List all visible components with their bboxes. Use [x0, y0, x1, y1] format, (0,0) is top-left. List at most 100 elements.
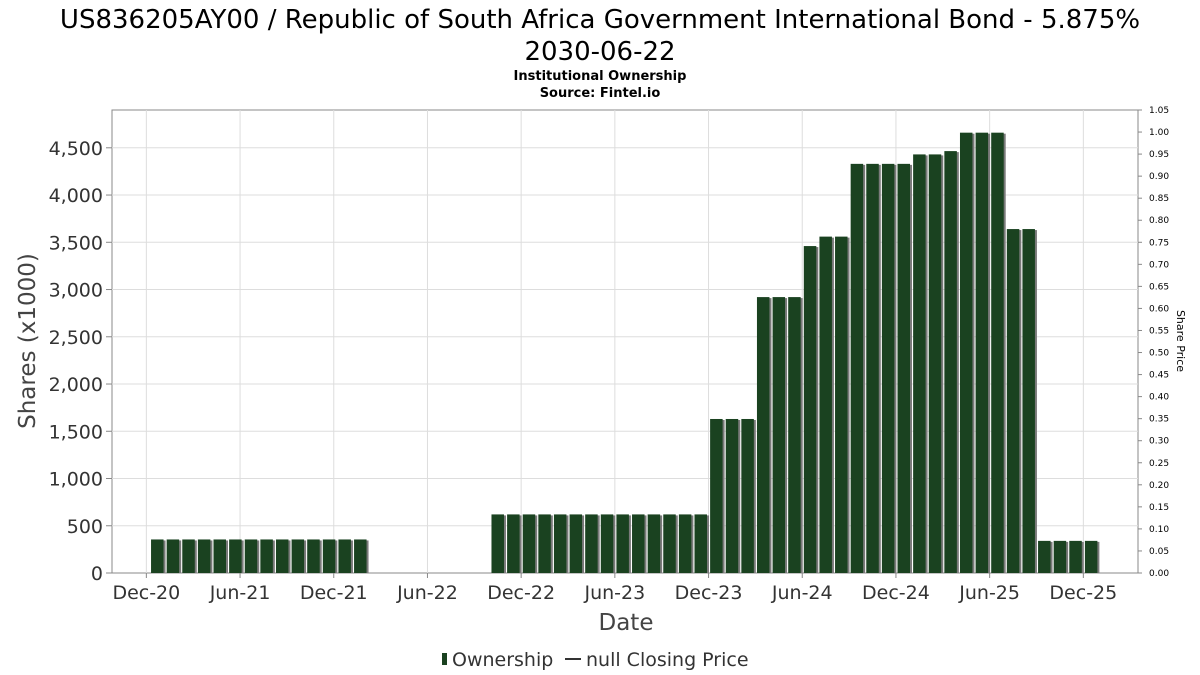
ownership-bar [553, 514, 567, 573]
ownership-bar [538, 514, 551, 573]
ownership-bar [260, 539, 273, 573]
y-tick-label: 4,000 [49, 185, 103, 207]
ownership-bar [803, 246, 817, 573]
legend-ownership-swatch [442, 653, 447, 665]
ownership-bar [1084, 540, 1098, 573]
ownership-bar [1038, 540, 1051, 573]
ownership-bar [244, 539, 258, 573]
ownership-bar [788, 297, 801, 573]
legend-price-label: null Closing Price [586, 649, 749, 671]
chart-title-line2: 2030-06-22 [524, 37, 675, 67]
ownership-bar [291, 539, 305, 573]
ownership-bar [710, 418, 723, 573]
y-tick-label: 2,500 [49, 327, 103, 349]
x-tick-label: Jun-21 [209, 582, 271, 604]
y-axis-label: Shares (x1000) [15, 253, 41, 429]
x-tick-label: Jun-24 [771, 582, 833, 604]
x-axis-label: Date [599, 610, 654, 636]
ownership-bar [897, 163, 910, 573]
ownership-bar [585, 514, 598, 573]
ownership-bar [616, 514, 629, 573]
y2-tick-label: 1.05 [1149, 106, 1169, 116]
y2-tick-label: 0.90 [1149, 172, 1169, 182]
y2-tick-label: 0.70 [1149, 260, 1169, 270]
y2-tick-label: 0.15 [1149, 503, 1169, 513]
ownership-bar [678, 514, 692, 573]
y-tick-label: 3,000 [49, 280, 103, 302]
y2-tick-label: 0.05 [1149, 547, 1169, 557]
legend: Ownership null Closing Price [442, 649, 749, 671]
ownership-bar [725, 418, 739, 573]
ownership-bar [197, 539, 211, 573]
ownership-bar [975, 132, 989, 573]
ownership-bar [229, 539, 242, 573]
y-tick-label: 1,500 [49, 421, 103, 443]
y2-tick-label: 0.00 [1149, 569, 1169, 579]
ownership-bar [741, 418, 754, 573]
x-tick-label: Dec-24 [862, 582, 930, 604]
ownership-bar [522, 514, 536, 573]
ownership-bar [647, 514, 661, 573]
ownership-bar [275, 539, 289, 573]
y2-tick-label: 0.30 [1149, 437, 1169, 447]
y-tick-label: 1,000 [49, 469, 103, 491]
y2-tick-label: 0.75 [1149, 238, 1169, 248]
y2-tick-label: 0.35 [1149, 415, 1169, 425]
y2-tick-label: 0.50 [1149, 349, 1169, 359]
y2-tick-label: 0.80 [1149, 216, 1169, 226]
x-axis-ticks: Dec-20 Jun-21 Dec-21 Jun-22 Dec-22 Jun-23 Dec-… [112, 573, 1117, 604]
x-tick-label: Dec-23 [675, 582, 743, 604]
ownership-bar [1022, 229, 1035, 574]
ownership-bar [600, 514, 614, 573]
ownership-bar [632, 514, 645, 573]
x-tick-label: Dec-25 [1049, 582, 1117, 604]
ownership-bar [866, 163, 879, 573]
ownership-bar [322, 539, 336, 573]
ownership-bar [991, 132, 1004, 573]
ownership-bar [166, 539, 180, 573]
ownership-bar [307, 539, 320, 573]
ownership-bar [756, 297, 770, 573]
y-tick-label: 500 [67, 516, 103, 538]
x-tick-label: Dec-20 [112, 582, 180, 604]
y2-tick-label: 0.95 [1149, 150, 1169, 160]
ownership-bar [881, 163, 895, 573]
x-tick-label: Jun-22 [396, 582, 458, 604]
legend-ownership-label: Ownership [452, 649, 553, 671]
x-tick-label: Dec-21 [300, 582, 368, 604]
ownership-bar [694, 514, 707, 573]
y-axis-ticks: 0 500 1,000 1,500 2,000 2,500 3,000 3,500 4,000 4… [49, 138, 112, 585]
y-tick-label: 3,500 [49, 232, 103, 254]
ownership-bar [850, 163, 864, 573]
ownership-bar [663, 514, 676, 573]
x-tick-label: Jun-25 [958, 582, 1020, 604]
chart-subtitle-source: Source: Fintel.io [540, 86, 661, 101]
chart-subtitle-ownership: Institutional Ownership [514, 69, 687, 84]
y2-tick-label: 0.25 [1149, 459, 1169, 469]
y2-axis-ticks: 0.00 0.05 0.10 0.15 0.20 0.25 0.30 0.35 0.40 0.45… [1138, 106, 1169, 579]
ownership-bar [819, 236, 832, 573]
ownership-bar [928, 154, 942, 573]
ownership-bar [1006, 229, 1020, 574]
ownership-bar [1069, 540, 1082, 573]
y2-tick-label: 0.85 [1149, 194, 1169, 204]
y2-tick-label: 1.00 [1149, 128, 1169, 138]
y2-tick-label: 0.10 [1149, 525, 1169, 535]
ownership-bar [213, 539, 226, 573]
ownership-bar [944, 151, 957, 573]
ownership-bar [959, 132, 973, 573]
ownership-bar [507, 514, 520, 573]
ownership-bar [338, 539, 351, 573]
x-tick-label: Dec-22 [487, 582, 555, 604]
y2-tick-label: 0.20 [1149, 481, 1169, 491]
ownership-bar [1053, 540, 1067, 573]
ownership-bars [151, 132, 1100, 574]
ownership-bar [151, 539, 164, 573]
y2-tick-label: 0.55 [1149, 326, 1169, 336]
y2-tick-label: 0.40 [1149, 393, 1169, 403]
ownership-bar [835, 236, 848, 573]
y-tick-label: 0 [91, 563, 103, 585]
y2-tick-label: 0.65 [1149, 282, 1169, 292]
y2-tick-label: 0.60 [1149, 304, 1169, 314]
y2-tick-label: 0.45 [1149, 371, 1169, 381]
